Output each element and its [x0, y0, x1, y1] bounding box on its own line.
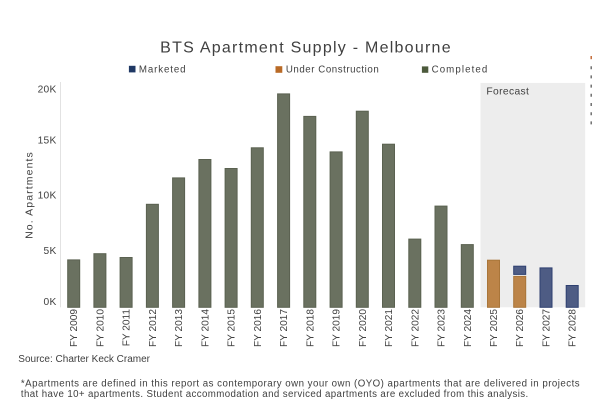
svg-text:Under Construction: Under Construction: [286, 64, 379, 75]
svg-text:10K: 10K: [38, 190, 57, 201]
svg-text:FY 2017: FY 2017: [279, 309, 290, 347]
svg-text:BTS Apartment Supply - Melbour: BTS Apartment Supply - Melbourne: [160, 40, 452, 57]
svg-text:that have 10+ apartments. Stud: that have 10+ apartments. Student accomm…: [21, 389, 529, 400]
svg-text:0K: 0K: [44, 297, 57, 308]
svg-text:*Apartments are defined in thi: *Apartments are defined in this report a…: [21, 379, 580, 390]
svg-text:FY 2016: FY 2016: [253, 309, 264, 347]
svg-text:Forecast: Forecast: [486, 86, 529, 97]
svg-text:FY 2027: FY 2027: [542, 309, 553, 347]
svg-text:15K: 15K: [38, 136, 57, 147]
svg-text:FY 2026: FY 2026: [515, 309, 526, 347]
svg-text:FY 2018: FY 2018: [305, 309, 316, 347]
svg-text:Marketed: Marketed: [139, 64, 187, 75]
svg-text:FY 2015: FY 2015: [227, 309, 238, 347]
svg-text:FY 2025: FY 2025: [489, 309, 500, 347]
svg-text:FY 2011: FY 2011: [122, 309, 133, 347]
svg-text:FY 2024: FY 2024: [463, 309, 474, 347]
svg-text:FY 2009: FY 2009: [69, 309, 80, 347]
svg-text:FY 2012: FY 2012: [148, 309, 159, 347]
svg-text:5K: 5K: [44, 246, 57, 257]
svg-text:FY 2014: FY 2014: [200, 309, 211, 347]
svg-text:FY 2010: FY 2010: [95, 309, 106, 347]
svg-text:Completed: Completed: [432, 64, 489, 75]
svg-text:FY 2021: FY 2021: [384, 309, 395, 347]
svg-text:FY 2020: FY 2020: [358, 309, 369, 347]
svg-text:No. Apartments: No. Apartments: [24, 151, 36, 239]
svg-text:FY 2013: FY 2013: [174, 309, 185, 347]
svg-text:FY 2028: FY 2028: [568, 309, 579, 347]
svg-text:FY 2019: FY 2019: [332, 309, 343, 347]
svg-text:FY 2023: FY 2023: [437, 309, 448, 347]
svg-text:20K: 20K: [38, 85, 57, 96]
svg-text:Source: Charter Keck Cramer: Source: Charter Keck Cramer: [18, 354, 150, 365]
svg-text:FY 2022: FY 2022: [410, 309, 421, 347]
